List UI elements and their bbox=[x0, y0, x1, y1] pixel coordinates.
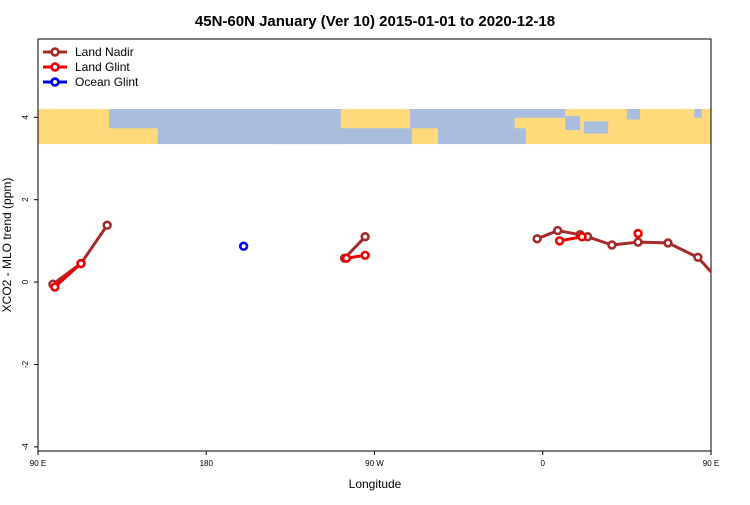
series-land-glint bbox=[50, 228, 750, 292]
legend-item-land-nadir: Land Nadir bbox=[43, 45, 134, 59]
data-point-land-glint bbox=[745, 260, 750, 267]
map-ocean-area bbox=[626, 109, 640, 120]
data-point-land-nadir bbox=[360, 232, 370, 242]
series-land-nadir bbox=[48, 220, 750, 289]
legend-label: Land Glint bbox=[75, 60, 130, 74]
y-tick-label: 2 bbox=[21, 197, 30, 202]
map-ocean-area bbox=[514, 128, 526, 145]
x-tick-label: 90 W bbox=[365, 459, 384, 468]
data-point-land-nadir bbox=[719, 281, 726, 288]
data-point-land-nadir bbox=[745, 260, 750, 267]
x-tick-label: 180 bbox=[200, 459, 214, 468]
series-layer bbox=[48, 220, 750, 292]
legend-item-ocean-glint: Ocean Glint bbox=[43, 75, 139, 89]
data-point-land-nadir bbox=[102, 220, 112, 230]
map-ocean-area bbox=[565, 116, 581, 131]
series-line-land-glint bbox=[53, 262, 83, 289]
series-ocean-glint bbox=[238, 241, 249, 251]
data-point-ocean-glint bbox=[238, 241, 249, 251]
data-point-land-nadir bbox=[553, 225, 563, 236]
map-ocean-area bbox=[109, 109, 158, 129]
map-ocean-area bbox=[438, 109, 515, 145]
y-tick-label: -4 bbox=[21, 443, 30, 451]
x-axis-label: Longitude bbox=[349, 477, 402, 491]
x-axis: 90 E 180 90 W 0 90 E bbox=[30, 451, 719, 468]
data-point-land-glint bbox=[76, 258, 86, 269]
world-map-band bbox=[38, 109, 711, 145]
chart-title: 45N-60N January (Ver 10) 2015-01-01 to 2… bbox=[195, 13, 555, 30]
data-point-land-glint bbox=[341, 253, 352, 263]
data-point-land-glint bbox=[721, 284, 728, 291]
y-axis-label: XCO2 - MLO trend (ppm) bbox=[0, 178, 14, 313]
data-point-land-glint bbox=[633, 228, 643, 239]
legend-swatch-marker bbox=[50, 62, 60, 72]
y-tick-label: 0 bbox=[21, 279, 30, 284]
map-ocean-area bbox=[583, 121, 609, 134]
data-point-land-glint bbox=[577, 232, 587, 242]
legend-label: Ocean Glint bbox=[75, 75, 139, 89]
data-point-land-glint bbox=[554, 236, 565, 246]
data-point-land-nadir bbox=[532, 234, 542, 244]
x-tick-label: 0 bbox=[541, 459, 546, 468]
legend-swatch-marker bbox=[50, 77, 60, 87]
series-line-land-glint bbox=[724, 264, 748, 288]
data-point-land-nadir bbox=[607, 240, 617, 250]
data-point-land-glint bbox=[360, 250, 370, 261]
series-line-land-nadir bbox=[52, 224, 109, 286]
map-ocean-area bbox=[271, 128, 412, 145]
data-point-land-nadir bbox=[663, 238, 673, 248]
y-axis: -4 -2 0 2 4 bbox=[21, 115, 38, 451]
y-tick-label: 4 bbox=[21, 115, 30, 120]
legend-item-land-glint: Land Glint bbox=[43, 60, 130, 74]
map-ocean-area bbox=[694, 109, 702, 118]
x-tick-label: 90 E bbox=[30, 459, 46, 468]
x-tick-label: 90 E bbox=[703, 459, 719, 468]
data-point-land-glint bbox=[50, 282, 60, 292]
map-ocean-area bbox=[505, 109, 566, 118]
data-point-land-nadir bbox=[633, 237, 643, 247]
y-tick-label: -2 bbox=[21, 360, 30, 368]
data-point-land-nadir bbox=[693, 252, 703, 263]
legend-swatch-marker bbox=[50, 47, 60, 57]
legend-label: Land Nadir bbox=[75, 45, 134, 59]
series-line-land-nadir bbox=[536, 229, 711, 275]
